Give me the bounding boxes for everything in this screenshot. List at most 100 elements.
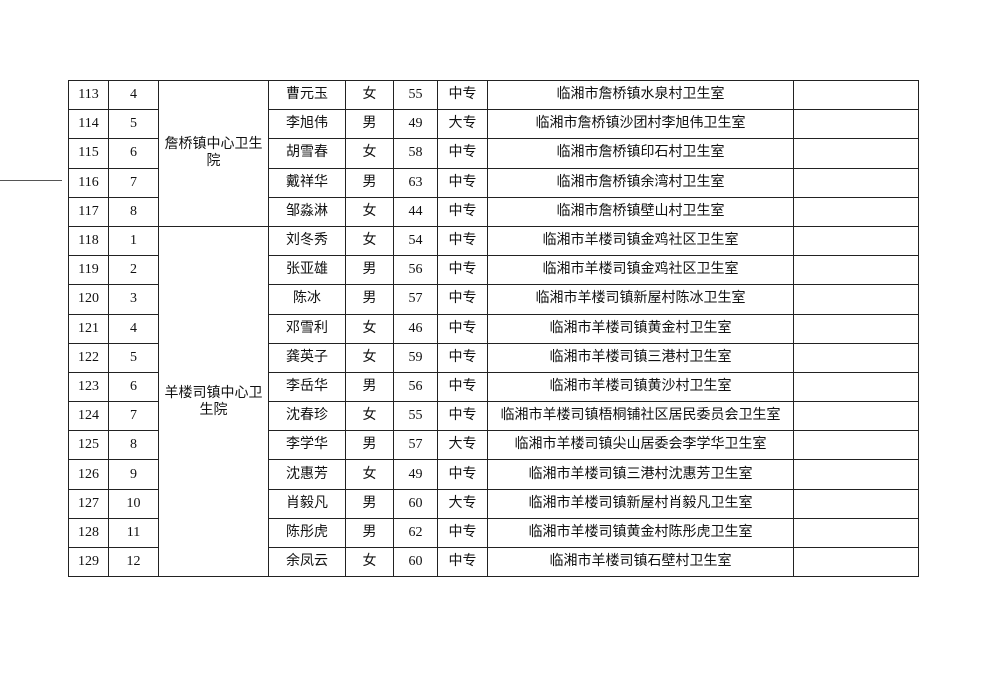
serial-number-cell: 117 <box>68 196 109 227</box>
age-cell: 49 <box>393 109 438 140</box>
name-cell: 肖毅凡 <box>268 488 346 519</box>
gender-cell: 女 <box>345 196 394 227</box>
workplace-cell: 临湘市羊楼司镇梧桐铺社区居民委员会卫生室 <box>487 401 794 432</box>
education-cell: 中专 <box>437 459 488 490</box>
name-cell: 余凤云 <box>268 546 346 578</box>
gender-cell: 男 <box>345 109 394 140</box>
education-cell: 中专 <box>437 167 488 198</box>
remarks-cell <box>793 196 919 227</box>
name-cell: 陈彤虎 <box>268 517 346 549</box>
age-cell: 62 <box>393 517 438 549</box>
education-cell: 中专 <box>437 284 488 315</box>
remarks-cell <box>793 79 919 111</box>
serial-number-cell: 115 <box>68 138 109 169</box>
table-row: 125 8 李学华男 57 大专 临湘市羊楼司镇尖山居委会李学华卫生室 <box>68 430 919 461</box>
table-row: 129 12 余凤云女 60 中专 临湘市羊楼司镇石壁村卫生室 <box>68 546 919 578</box>
age-cell: 46 <box>393 313 438 344</box>
gender-cell: 男 <box>345 517 394 549</box>
serial-number-cell: 121 <box>68 313 109 344</box>
remarks-cell <box>793 284 919 315</box>
gender-cell: 女 <box>345 313 394 344</box>
workplace-cell: 临湘市羊楼司镇尖山居委会李学华卫生室 <box>487 430 794 461</box>
remarks-cell <box>793 488 919 519</box>
workplace-cell: 临湘市羊楼司镇金鸡社区卫生室 <box>487 255 794 286</box>
serial-number-cell: 125 <box>68 430 109 461</box>
gender-cell: 女 <box>345 79 394 111</box>
age-cell: 63 <box>393 167 438 198</box>
gender-cell: 男 <box>345 255 394 286</box>
name-cell: 戴祥华 <box>268 167 346 198</box>
age-cell: 57 <box>393 284 438 315</box>
sub-number-cell: 2 <box>108 255 159 286</box>
education-cell: 中专 <box>437 546 488 578</box>
workplace-cell: 临湘市羊楼司镇三港村卫生室 <box>487 342 794 373</box>
table-row: 114 5 李旭伟男 49 大专 临湘市詹桥镇沙团村李旭伟卫生室 <box>68 109 919 140</box>
education-cell: 大专 <box>437 430 488 461</box>
name-cell: 刘冬秀 <box>268 225 346 257</box>
education-cell: 中专 <box>437 79 488 111</box>
education-cell: 大专 <box>437 488 488 519</box>
age-cell: 59 <box>393 342 438 373</box>
table-row: 113 4 詹桥镇中心卫生院 曹元玉女 55 中专 临湘市詹桥镇水泉村卫生室 <box>68 79 919 227</box>
age-cell: 54 <box>393 225 438 257</box>
workplace-cell: 临湘市詹桥镇印石村卫生室 <box>487 138 794 169</box>
name-cell: 邹淼淋 <box>268 196 346 227</box>
sub-number-cell: 6 <box>108 138 159 169</box>
age-cell: 57 <box>393 430 438 461</box>
education-cell: 中专 <box>437 371 488 403</box>
age-cell: 44 <box>393 196 438 227</box>
remarks-cell <box>793 313 919 344</box>
workplace-cell: 临湘市羊楼司镇黄金村陈彤虎卫生室 <box>487 517 794 549</box>
table-row: 124 7 沈春珍女 55 中专 临湘市羊楼司镇梧桐铺社区居民委员会卫生室 <box>68 401 919 432</box>
serial-number-cell: 127 <box>68 488 109 519</box>
name-cell: 陈冰 <box>268 284 346 315</box>
workplace-cell: 临湘市詹桥镇余湾村卫生室 <box>487 167 794 198</box>
remarks-cell <box>793 138 919 169</box>
age-cell: 58 <box>393 138 438 169</box>
sub-number-cell: 10 <box>108 488 159 519</box>
education-cell: 中专 <box>437 342 488 373</box>
remarks-cell <box>793 546 919 578</box>
gender-cell: 女 <box>345 401 394 432</box>
gender-cell: 女 <box>345 225 394 257</box>
workplace-cell: 临湘市詹桥镇壁山村卫生室 <box>487 196 794 227</box>
remarks-cell <box>793 109 919 140</box>
table-row: 121 4 邓雪利女 46 中专 临湘市羊楼司镇黄金村卫生室 <box>68 313 919 344</box>
workplace-cell: 临湘市詹桥镇水泉村卫生室 <box>487 79 794 111</box>
table-row: 118 1 羊楼司镇中心卫生院 刘冬秀女 54 中专 临湘市羊楼司镇金鸡社区卫生室 <box>68 225 919 578</box>
age-cell: 55 <box>393 401 438 432</box>
serial-number-cell: 113 <box>68 79 109 111</box>
remarks-cell <box>793 459 919 490</box>
name-cell: 李旭伟 <box>268 109 346 140</box>
name-cell: 胡雪春 <box>268 138 346 169</box>
age-cell: 55 <box>393 79 438 111</box>
name-cell: 邓雪利 <box>268 313 346 344</box>
age-cell: 60 <box>393 488 438 519</box>
remarks-cell <box>793 517 919 549</box>
education-cell: 中专 <box>437 138 488 169</box>
sub-number-cell: 6 <box>108 371 159 403</box>
sub-number-cell: 4 <box>108 313 159 344</box>
age-cell: 49 <box>393 459 438 490</box>
workplace-cell: 临湘市羊楼司镇黄金村卫生室 <box>487 313 794 344</box>
table-row: 122 5 龚英子女 59 中专 临湘市羊楼司镇三港村卫生室 <box>68 342 919 373</box>
name-cell: 龚英子 <box>268 342 346 373</box>
serial-number-cell: 118 <box>68 225 109 257</box>
sub-number-cell: 7 <box>108 167 159 198</box>
remarks-cell <box>793 167 919 198</box>
workplace-cell: 临湘市羊楼司镇黄沙村卫生室 <box>487 371 794 403</box>
table-row: 120 3 陈冰男 57 中专 临湘市羊楼司镇新屋村陈冰卫生室 <box>68 284 919 315</box>
serial-number-cell: 116 <box>68 167 109 198</box>
education-cell: 中专 <box>437 401 488 432</box>
workplace-cell: 临湘市詹桥镇沙团村李旭伟卫生室 <box>487 109 794 140</box>
sub-number-cell: 9 <box>108 459 159 490</box>
serial-number-cell: 114 <box>68 109 109 140</box>
table-row: 128 11 陈彤虎男 62 中专 临湘市羊楼司镇黄金村陈彤虎卫生室 <box>68 517 919 549</box>
name-cell: 张亚雄 <box>268 255 346 286</box>
serial-number-cell: 124 <box>68 401 109 432</box>
remarks-cell <box>793 401 919 432</box>
sub-number-cell: 7 <box>108 401 159 432</box>
education-cell: 中专 <box>437 225 488 257</box>
remarks-cell <box>793 430 919 461</box>
name-cell: 沈惠芳 <box>268 459 346 490</box>
